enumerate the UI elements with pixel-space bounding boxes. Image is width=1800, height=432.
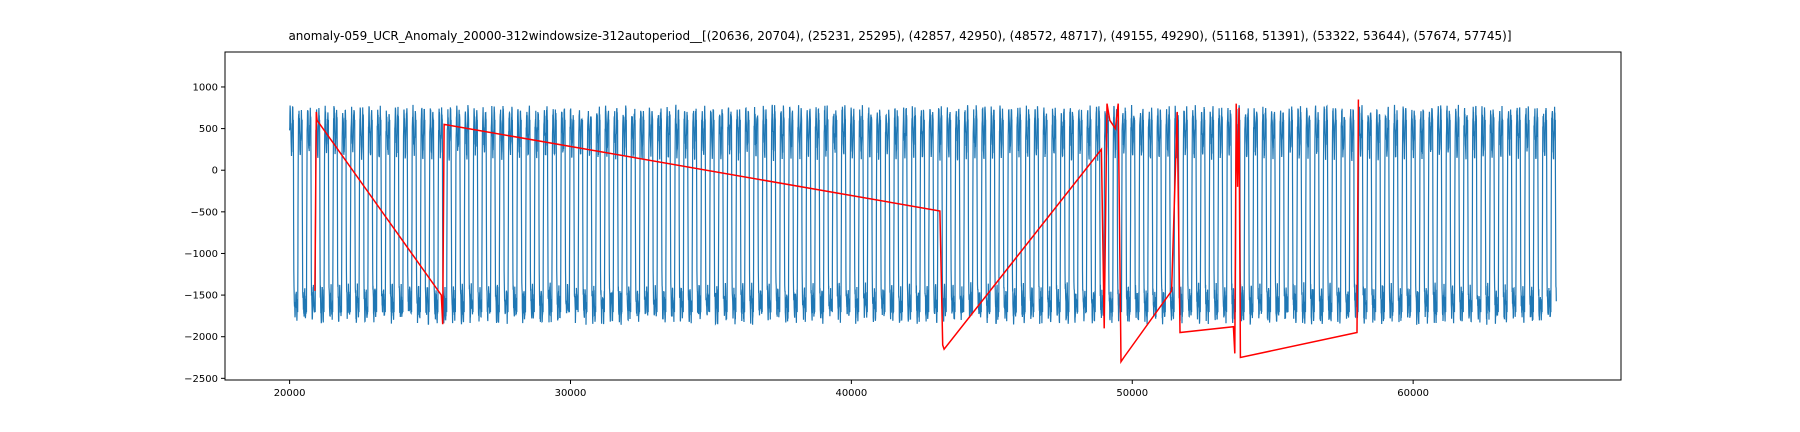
x-tick-label: 50000: [1116, 388, 1148, 399]
series-layer: [289, 99, 1557, 365]
y-tick-label: −500: [191, 207, 218, 218]
y-tick-label: −1000: [184, 249, 218, 260]
x-tick-label: 30000: [555, 388, 587, 399]
chart-title: anomaly-059_UCR_Anomaly_20000-312windows…: [288, 29, 1511, 43]
y-tick-label: −2500: [184, 374, 218, 385]
y-tick-label: −2000: [184, 332, 218, 343]
x-tick-label: 20000: [274, 388, 306, 399]
plot-frame: [224, 51, 1622, 381]
signal-series-line: [289, 104, 1557, 326]
y-tick-label: 500: [199, 124, 218, 135]
y-axis: 1000 500 0 −500 −1000 −1500 −2000 −2500: [184, 82, 225, 385]
x-tick-label: 40000: [835, 388, 867, 399]
y-tick-label: −1500: [184, 291, 218, 302]
anomaly-series-line: [314, 99, 1360, 365]
x-tick-label: 60000: [1397, 388, 1429, 399]
y-tick-label: 0: [212, 166, 218, 177]
y-tick-label: 1000: [193, 82, 218, 93]
x-axis: 20000 30000 40000 50000 60000: [274, 380, 1429, 399]
